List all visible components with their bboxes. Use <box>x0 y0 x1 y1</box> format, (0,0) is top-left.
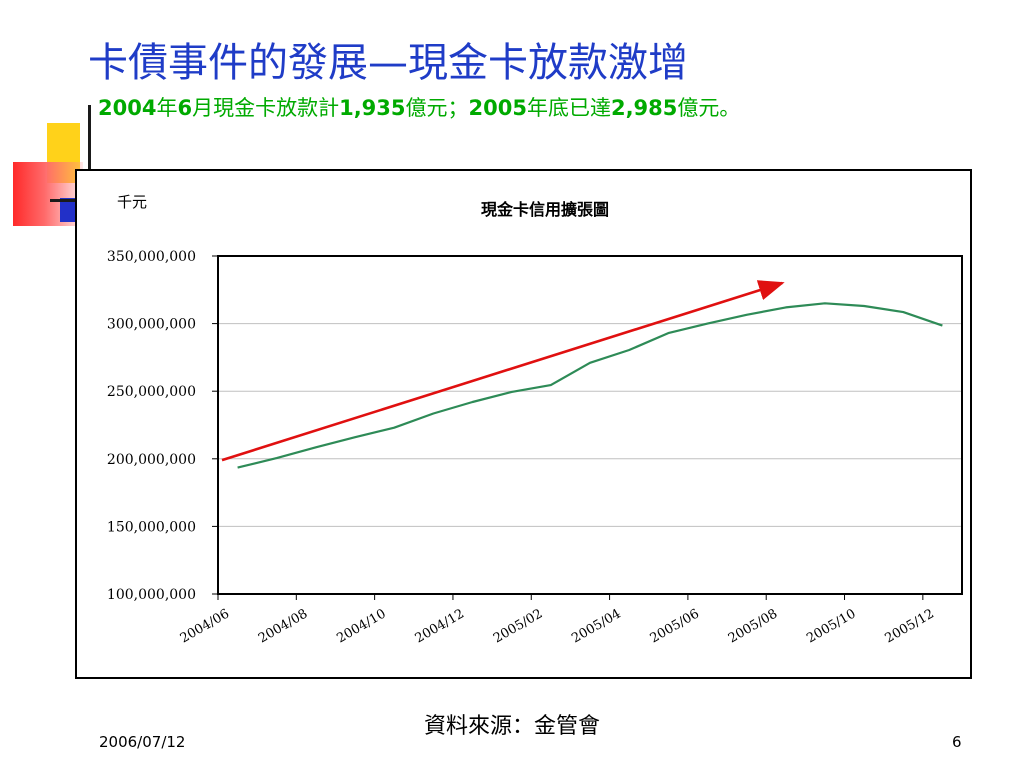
x-tick-label: 2005/08 <box>726 606 780 646</box>
x-tick-label: 2004/12 <box>413 606 467 646</box>
subtitle-text-2: 月現金卡放款計 <box>192 96 340 120</box>
plot-area <box>217 255 963 595</box>
x-tick-label: 2005/02 <box>491 606 545 646</box>
slide-title: 卡債事件的發展—現金卡放款激增 <box>88 40 688 86</box>
x-tick-label: 2005/06 <box>648 606 702 646</box>
trend-arrow <box>221 280 785 462</box>
subtitle-text-1: 年 <box>156 96 178 120</box>
series-layer <box>237 302 943 469</box>
x-tick-label: 2004/06 <box>178 606 232 646</box>
y-tick-label: 350,000,000 <box>107 249 196 265</box>
series-line <box>237 302 943 469</box>
footer-date: 2006/07/12 <box>99 733 186 751</box>
y-tick-label: 300,000,000 <box>107 317 196 333</box>
subtitle-text-3: 億元； <box>405 96 469 120</box>
subtitle-text-4: 年底已達 <box>526 96 611 120</box>
chart-frame: 現金卡信用擴張圖 千元 100,000,000 150,000,000 200,00… <box>75 169 972 679</box>
subtitle-year-2004: 2004 <box>98 96 157 120</box>
x-tick-label: 2004/08 <box>256 606 310 646</box>
y-tick-label: 200,000,000 <box>107 452 196 468</box>
x-tick-label: 2005/12 <box>883 606 937 646</box>
y-axis-unit-label: 千元 <box>117 193 147 211</box>
subtitle-value-2004: 1,935 <box>339 96 406 120</box>
decor-horizontal-line <box>50 199 90 202</box>
subtitle-value-2005: 2,985 <box>610 96 678 120</box>
y-tick-label: 150,000,000 <box>107 519 196 535</box>
subtitle-text-5: 億元。 <box>677 96 741 120</box>
line-chart: 現金卡信用擴張圖 千元 100,000,000 150,000,000 200,00… <box>107 193 963 646</box>
page-number: 6 <box>952 733 962 751</box>
decor-vertical-line <box>88 105 91 215</box>
gridlines <box>218 323 962 527</box>
annotation-layer <box>221 280 785 462</box>
x-tick-label: 2005/10 <box>804 606 858 646</box>
x-tick-label: 2004/10 <box>334 606 388 646</box>
y-axis: 100,000,000 150,000,000 200,000,000 250,000… <box>107 249 218 603</box>
x-axis: 2004/06 2004/08 2004/10 2004/12 2005/02 2005/… <box>178 594 937 646</box>
y-tick-label: 250,000,000 <box>107 384 196 400</box>
chart-title: 現金卡信用擴張圖 <box>481 200 609 219</box>
subtitle-month: 6 <box>177 96 193 120</box>
subtitle-year-2005: 2005 <box>468 96 527 120</box>
source-note: 資料來源：金管會 <box>423 714 600 739</box>
slide-subtitle: 2004年6月現金卡放款計1,935億元；2005年底已達2,985億元。 <box>98 92 740 122</box>
x-tick-label: 2005/04 <box>569 606 623 646</box>
y-tick-label: 100,000,000 <box>107 587 196 603</box>
